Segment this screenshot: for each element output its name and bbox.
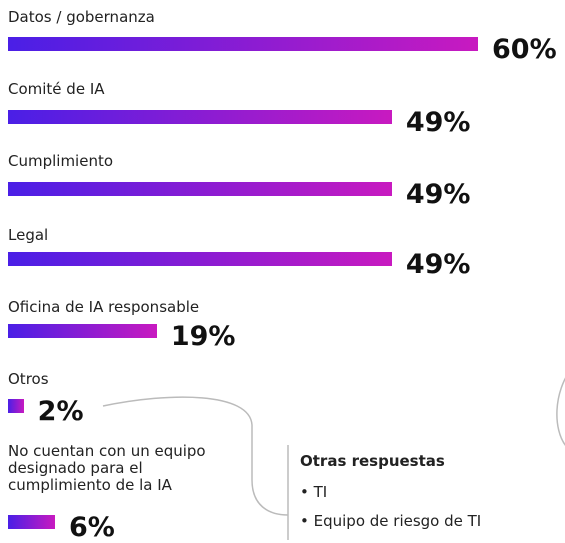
- bar: [8, 515, 55, 529]
- note-item: • TI: [300, 483, 327, 501]
- note-item: • Equipo de riesgo de TI: [300, 512, 481, 530]
- bar: [8, 324, 157, 338]
- connector-curve: [102, 396, 289, 516]
- note-item-text: Equipo de riesgo de TI: [313, 512, 482, 530]
- category-label: Datos / gobernanza: [8, 8, 155, 26]
- bar: [8, 182, 392, 196]
- bullet: •: [300, 483, 314, 501]
- value-label: 49%: [405, 249, 471, 280]
- bar: [8, 252, 392, 266]
- note-title: Otras respuestas: [300, 452, 445, 470]
- note-item-text: TI: [313, 483, 328, 501]
- category-label: Oficina de IA responsable: [8, 298, 200, 316]
- category-label: Cumplimiento: [8, 152, 114, 170]
- category-label: Comité de IA: [8, 80, 105, 98]
- bar: [8, 37, 478, 51]
- value-label: 60%: [492, 34, 557, 65]
- category-label: Legal: [8, 226, 49, 244]
- bar: [8, 110, 392, 124]
- bullet: •: [300, 512, 314, 530]
- value-label: 49%: [405, 107, 471, 138]
- value-label: 19%: [170, 321, 236, 352]
- value-label: 49%: [405, 179, 471, 210]
- value-label: 6%: [69, 512, 115, 543]
- category-label: Otros: [8, 370, 49, 388]
- decor-arc: [556, 377, 565, 446]
- bar: [8, 399, 24, 413]
- value-label: 2%: [37, 396, 84, 427]
- category-label: No cuentan con un equipo designado para …: [8, 442, 206, 494]
